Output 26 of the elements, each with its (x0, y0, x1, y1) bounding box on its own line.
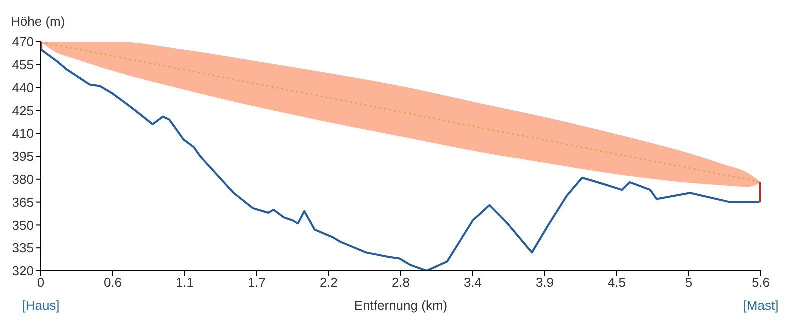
x-tick-label: 0 (37, 275, 45, 290)
x-tick-label: 1.7 (248, 275, 266, 290)
y-tick-label: 455 (12, 58, 34, 73)
text: [Mast] (743, 298, 779, 313)
x-tick-label: 3.9 (536, 275, 554, 290)
y-tick-label: 470 (12, 34, 34, 50)
x-tick-label: 5 (685, 275, 693, 290)
y-tick-label: 320 (12, 264, 34, 279)
x-tick-label: 5.6 (752, 275, 770, 290)
x-tick-label: 3.4 (464, 275, 482, 290)
y-tick-label: 350 (12, 218, 34, 233)
text: [Haus] (22, 298, 60, 313)
x-tick-label: 2.2 (320, 275, 338, 290)
y-tick-label: 365 (12, 194, 34, 210)
x-tick-label: 4.5 (608, 275, 626, 290)
x-tick-label: 2.8 (392, 275, 410, 290)
y-tick-label: 425 (12, 103, 34, 118)
x-axis-title: Entfernung (km) (354, 298, 448, 313)
x-tick-label: 1.1 (176, 275, 194, 290)
y-tick-label: 410 (12, 126, 34, 142)
y-tick-label: 395 (12, 149, 34, 164)
y-tick-label: 380 (12, 172, 34, 188)
x-tick-label: 0.6 (104, 275, 122, 290)
y-axis-title: Höhe (m) (11, 14, 66, 29)
y-tick-label: 335 (12, 240, 34, 256)
y-tick-label: 440 (12, 80, 34, 96)
